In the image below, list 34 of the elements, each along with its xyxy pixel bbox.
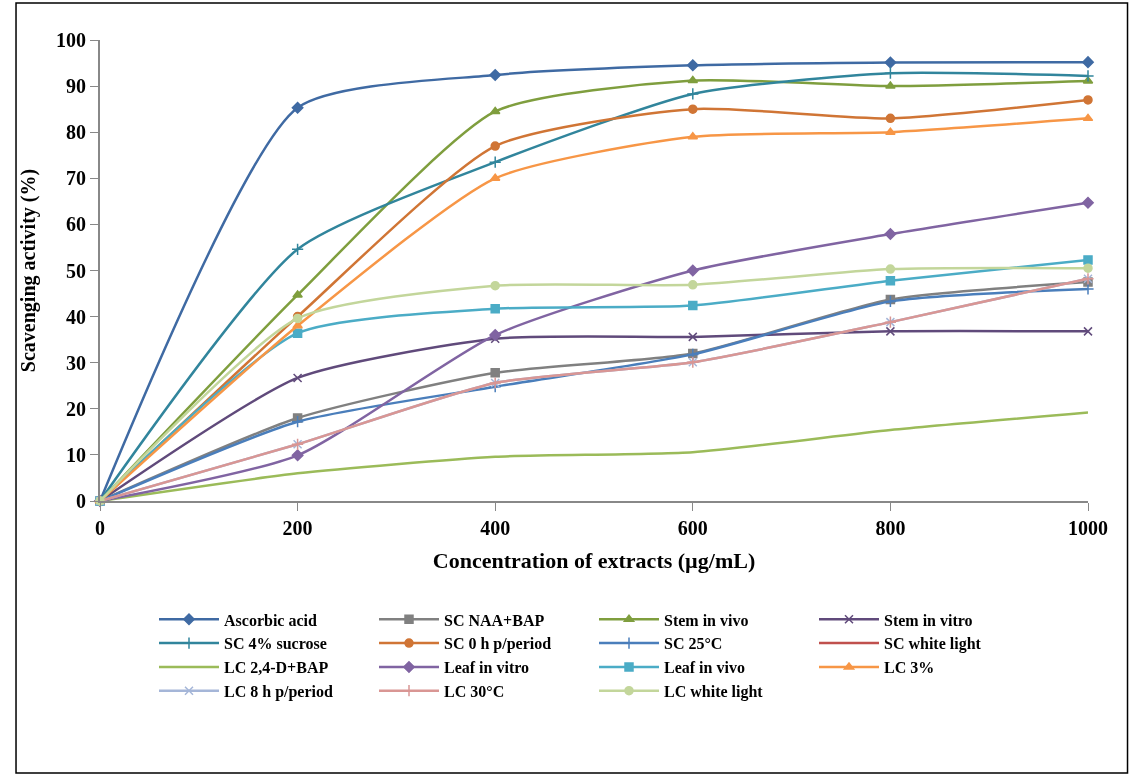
y-tick-label: 40 <box>66 305 86 328</box>
y-tick-label: 30 <box>66 351 86 374</box>
legend-label: Leaf in vitro <box>444 659 530 677</box>
x-tick-label: 800 <box>875 517 906 539</box>
y-tick-label: 10 <box>66 443 86 466</box>
x-tick-label: 1000 <box>1068 517 1108 539</box>
x-tick-label: 200 <box>282 517 313 539</box>
y-tick-label: 60 <box>66 213 86 236</box>
x-axis-title: Concentration of extracts (µg/mL) <box>432 548 756 574</box>
legend-label: SC NAA+BAP <box>444 611 545 629</box>
y-tick-label: 50 <box>66 259 86 282</box>
x-tick-label: 600 <box>677 517 708 539</box>
legend-label: LC 2,4-D+BAP <box>224 659 329 677</box>
legend-label: Stem in vitro <box>884 611 973 629</box>
legend-label: SC 25°C <box>664 635 723 653</box>
legend-label: Leaf in vivo <box>664 659 745 677</box>
x-tick-label: 400 <box>480 517 511 539</box>
x-tick-label: 0 <box>95 517 105 539</box>
legend-label: Stem in vivo <box>664 611 749 629</box>
y-tick-label: 20 <box>66 397 86 420</box>
legend-label: SC white light <box>884 635 982 654</box>
y-tick-label: 90 <box>66 75 86 98</box>
legend-label: SC 4% sucrose <box>224 635 327 653</box>
y-tick-label: 100 <box>56 29 86 51</box>
legend-label: Ascorbic acid <box>224 611 317 629</box>
y-axis-title: Scavenging activity (%) <box>17 168 40 373</box>
y-tick-label: 80 <box>66 121 86 144</box>
legend-label: LC 8 h p/period <box>224 682 334 701</box>
legend-label: LC 30°C <box>444 682 505 700</box>
legend-label: LC 3% <box>884 659 935 677</box>
legend-label: SC 0 h p/period <box>444 635 552 654</box>
y-tick-label: 70 <box>66 167 86 190</box>
legend-label: LC white light <box>664 682 764 701</box>
y-tick-label: 0 <box>76 490 86 512</box>
